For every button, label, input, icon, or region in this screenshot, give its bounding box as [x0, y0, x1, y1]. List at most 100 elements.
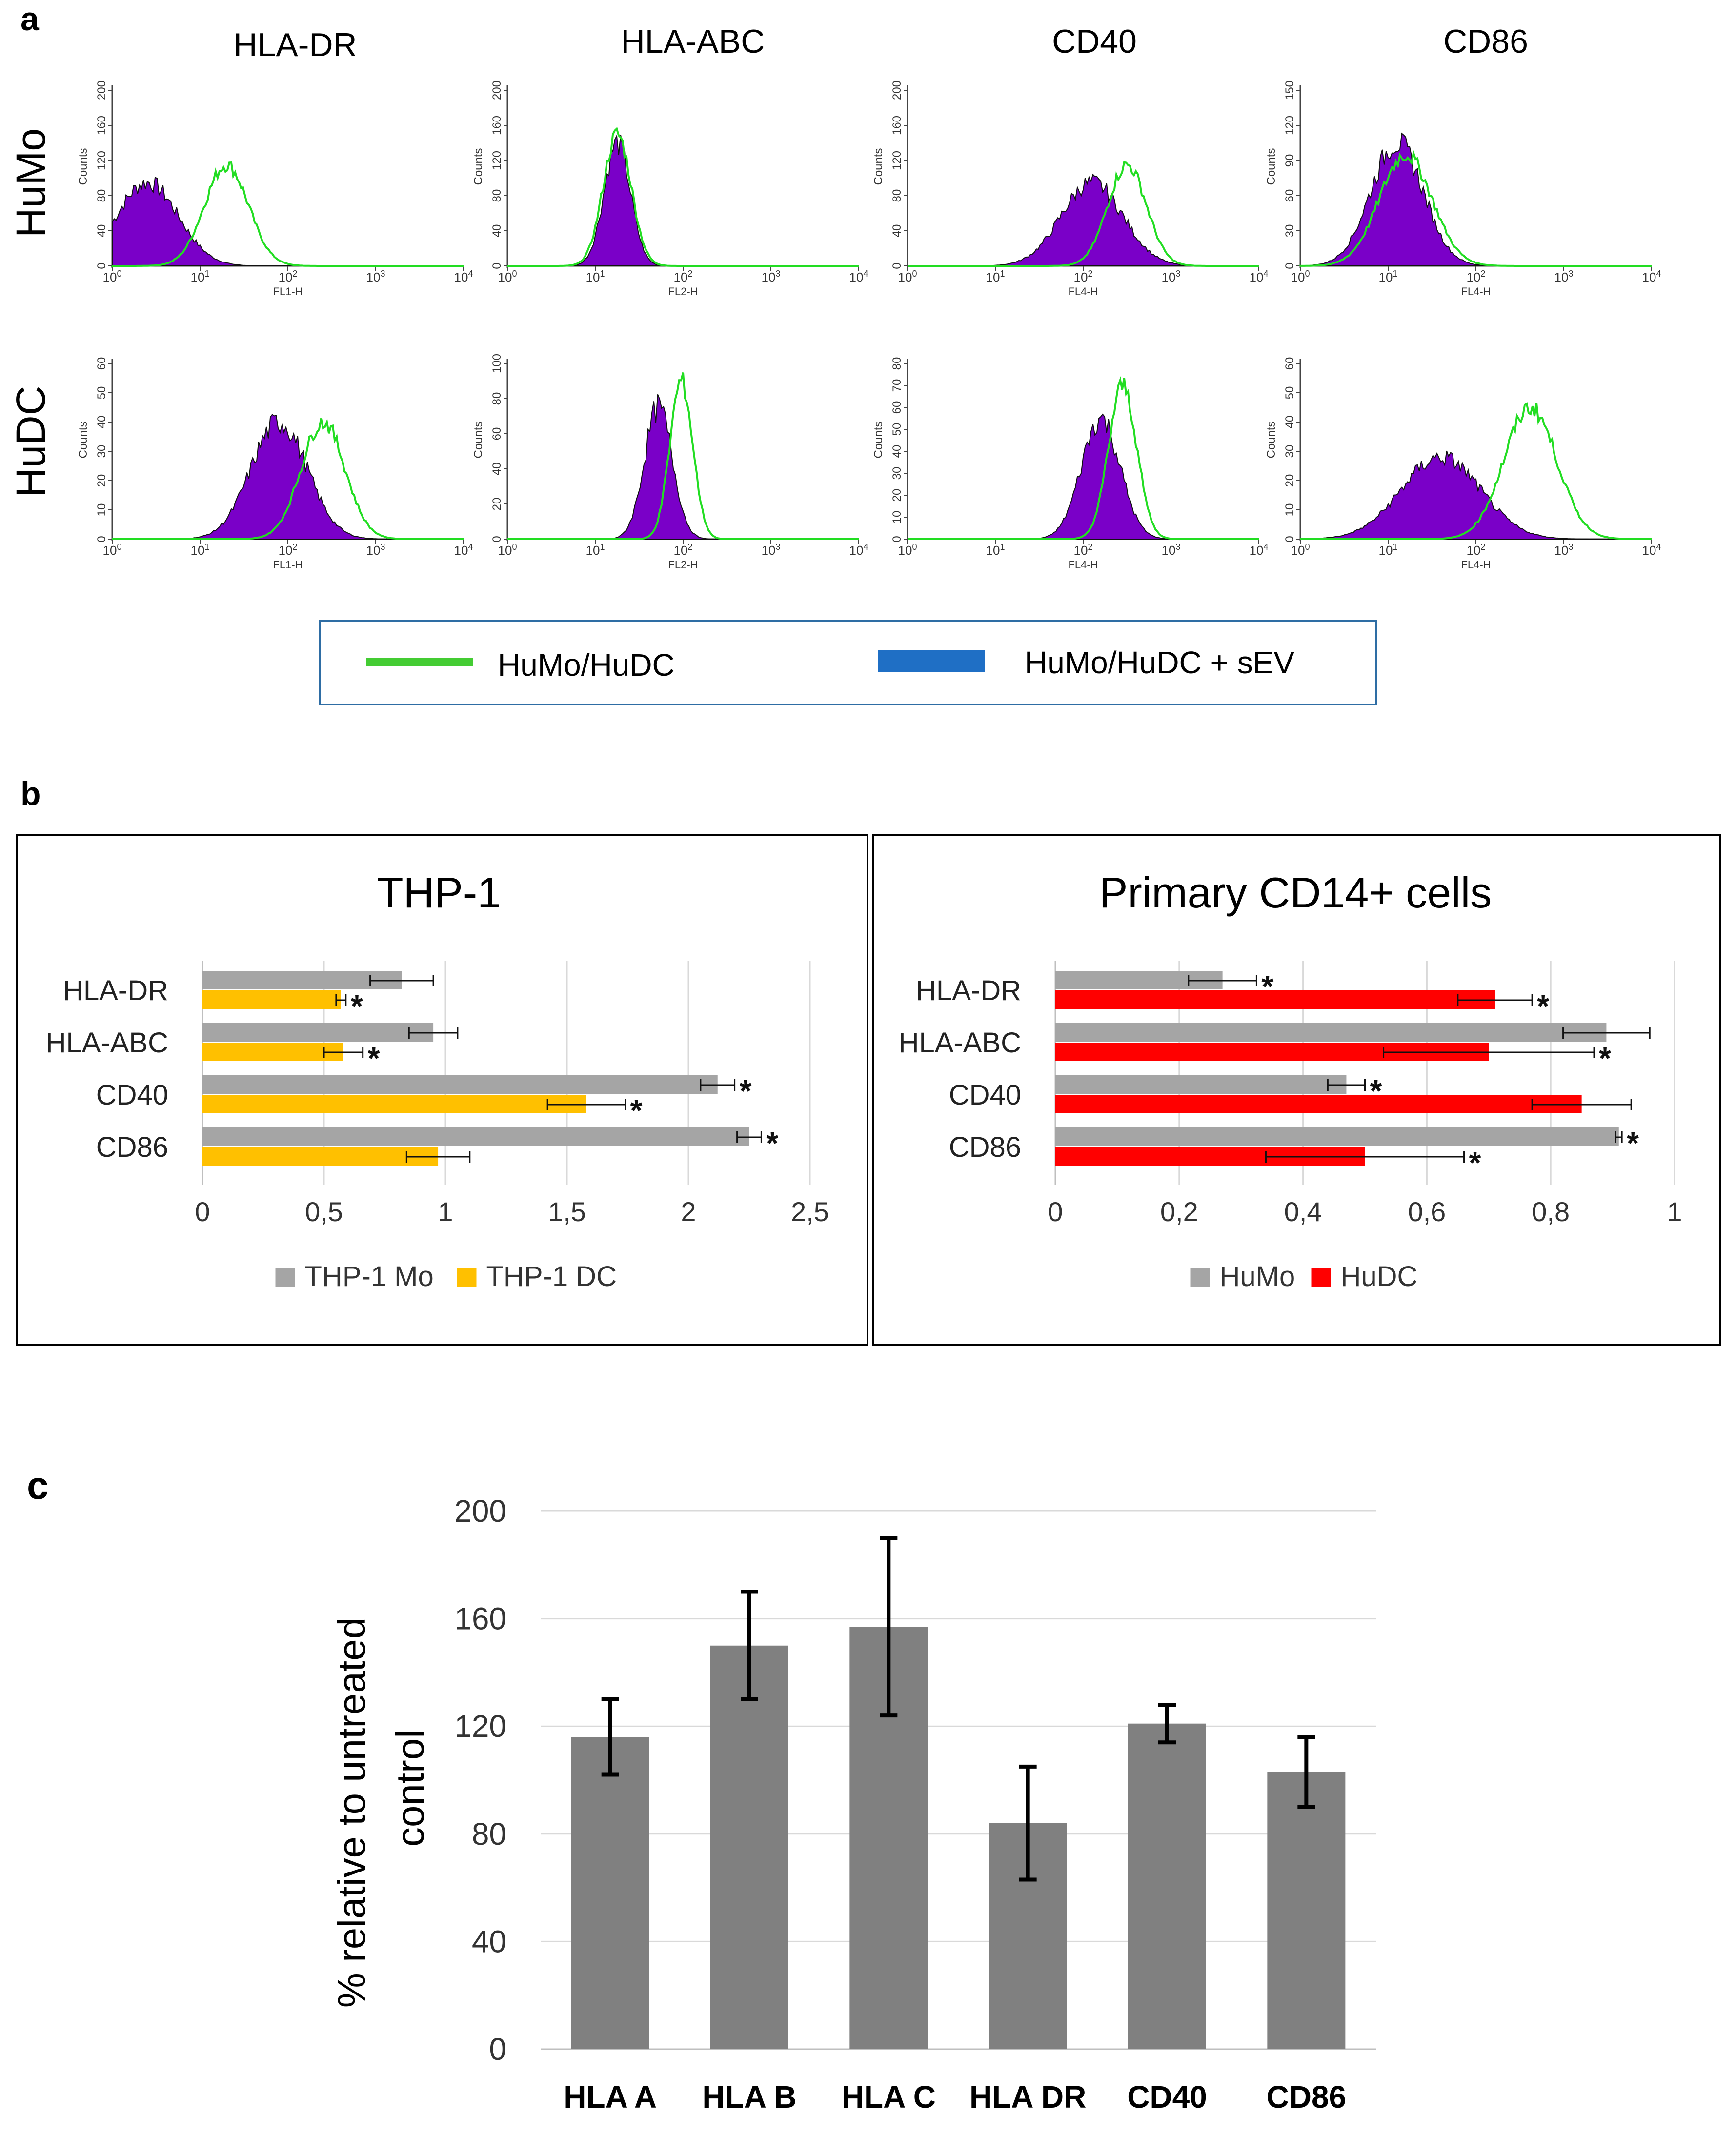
- histogram-x-tick-label: 103: [366, 542, 385, 558]
- histogram-y-tick-label: 0: [490, 536, 504, 542]
- panel-c-ylabel-line-1: % relative to untreated: [330, 1617, 373, 2008]
- y-tick-label: 40: [472, 1924, 506, 1959]
- histogram-humo-hla-dr: 0 40 80 120 160 200 Counts 100 101 102 103 104 FL1-H: [77, 81, 473, 298]
- histogram-channel-label: FL2-H: [668, 285, 698, 298]
- histogram-y-tick-label: 10: [1283, 503, 1296, 517]
- panel-b-right-frame: [872, 834, 1721, 1346]
- histogram-y-tick-label: 40: [1283, 416, 1296, 429]
- histogram-y-tick-label: 40: [95, 416, 108, 429]
- histogram-x-tick-label: 104: [849, 542, 868, 558]
- legend-swatch-hudc: [1311, 1268, 1331, 1287]
- category-label-hla-dr: HLA-DR: [63, 975, 168, 1007]
- histogram-treated-area: [507, 394, 859, 540]
- histogram-y-tick-label: 120: [890, 151, 904, 170]
- histogram-y-tick-label: 80: [890, 189, 904, 202]
- panel-a: a HLA-DR HLA-ABC CD40 CD86 HuMo HuDC 0 40…: [8, 0, 1661, 705]
- histogram-untreated-line: [1299, 149, 1652, 267]
- column-title-cd40: CD40: [1052, 23, 1137, 60]
- histogram-y-tick-label: 0: [490, 262, 504, 269]
- histogram-y-tick-label: 10: [95, 503, 108, 517]
- histogram-y-tick-label: 0: [890, 536, 904, 542]
- bar-thp-1-mo-cd40: [202, 1075, 718, 1094]
- panel-c-ylabel-line-2: control: [388, 1730, 432, 1847]
- histogram-y-axis-label: Counts: [77, 421, 90, 458]
- histogram-y-tick-label: 30: [1283, 445, 1296, 458]
- histogram-y-tick-label: 20: [490, 498, 504, 511]
- histogram-y-axis-label: Counts: [472, 421, 485, 458]
- histogram-untreated-line: [908, 161, 1259, 267]
- histogram-humo-hla-abc: 0 40 80 120 160 200 Counts 100 101 102 103 104 FL2-H: [472, 81, 868, 298]
- histogram-treated-area: [1300, 132, 1652, 266]
- bar-humo-hla-abc: [1055, 1023, 1607, 1042]
- histogram-channel-label: FL4-H: [1461, 559, 1491, 571]
- histogram-x-tick-label: 102: [279, 542, 298, 558]
- bar-thp-1-dc-hla-dr: [202, 990, 341, 1009]
- histogram-x-tick-label: 100: [1291, 269, 1310, 284]
- histogram-x-tick-label: 102: [1467, 269, 1486, 284]
- x-tick-label: 0: [1048, 1196, 1063, 1227]
- histogram-y-axis-label: Counts: [472, 148, 485, 185]
- category-label-cd40: CD40: [949, 1079, 1021, 1111]
- histogram-y-tick-label: 50: [1283, 386, 1296, 400]
- legend-swatch-thp-1-dc: [457, 1268, 477, 1287]
- histogram-x-tick-label: 102: [1467, 542, 1486, 558]
- bar-thp-1-mo-hla-abc: [202, 1023, 434, 1042]
- panel-c: c % relative to untreated control 0 40 80 1…: [27, 1464, 1376, 2114]
- bar-cd86: [1267, 1772, 1346, 2049]
- y-tick-label: 0: [489, 2032, 506, 2067]
- histogram-channel-label: FL2-H: [668, 559, 698, 571]
- histogram-treated-area: [908, 413, 1259, 540]
- column-title-hla-dr: HLA-DR: [233, 26, 357, 63]
- histogram-x-tick-label: 104: [1250, 269, 1269, 284]
- histogram-y-tick-label: 0: [95, 262, 108, 269]
- histogram-y-tick-label: 200: [890, 81, 904, 100]
- histogram-x-tick-label: 104: [1642, 542, 1661, 558]
- histogram-y-axis-label: Counts: [77, 148, 90, 185]
- histogram-hudc-hla-abc: 0 20 40 60 80 100 Counts 100 101 102 103 104 FL2-H: [472, 354, 868, 571]
- histogram-x-tick-label: 104: [1250, 542, 1269, 558]
- bar-thp-1-dc-cd86: [202, 1147, 439, 1166]
- histogram-x-tick-label: 102: [674, 269, 693, 284]
- histogram-x-tick-label: 104: [849, 269, 868, 284]
- histogram-x-tick-label: 101: [586, 542, 605, 558]
- histogram-y-tick-label: 100: [490, 354, 504, 373]
- histogram-y-tick-label: 0: [1283, 262, 1296, 269]
- significance-star: *: [1537, 988, 1549, 1024]
- significance-star: *: [1599, 1041, 1611, 1076]
- histogram-x-tick-label: 100: [498, 542, 517, 558]
- legend-swatch-thp-1-mo: [275, 1268, 295, 1287]
- panel-a-legend: HuMo/HuDC HuMo/HuDC + sEV: [319, 620, 1377, 705]
- category-label-cd40: CD40: [96, 1079, 168, 1111]
- histogram-treated-area: [112, 414, 464, 540]
- histogram-y-axis-label: Counts: [1265, 421, 1278, 458]
- histogram-y-tick-label: 150: [1283, 81, 1296, 100]
- x-tick-label: 0,6: [1408, 1196, 1446, 1227]
- histogram-y-tick-label: 200: [95, 81, 108, 100]
- legend-swatch-untreated: [366, 658, 473, 666]
- histogram-x-tick-label: 103: [1162, 269, 1181, 284]
- histogram-y-axis-label: Counts: [872, 421, 885, 458]
- x-tick-label: 0,5: [305, 1196, 343, 1227]
- histogram-channel-label: FL1-H: [273, 285, 303, 298]
- histogram-y-tick-label: 80: [95, 189, 108, 202]
- histogram-x-tick-label: 102: [1074, 269, 1093, 284]
- histogram-x-tick-label: 102: [279, 269, 298, 284]
- bar-hudc-hla-dr: [1055, 990, 1495, 1009]
- histogram-y-tick-label: 40: [490, 463, 504, 476]
- histogram-x-tick-label: 100: [1291, 542, 1310, 558]
- histogram-x-tick-label: 101: [986, 542, 1005, 558]
- histogram-y-tick-label: 200: [490, 81, 504, 100]
- histogram-y-tick-label: 120: [490, 151, 504, 170]
- histogram-x-tick-label: 103: [366, 269, 385, 284]
- histogram-y-tick-label: 60: [1283, 189, 1296, 202]
- histogram-untreated-line: [507, 372, 859, 540]
- category-label-cd86: CD86: [1267, 2079, 1347, 2114]
- y-tick-label: 80: [472, 1816, 506, 1852]
- y-tick-label: 120: [454, 1709, 506, 1744]
- x-tick-label: 1: [438, 1196, 453, 1227]
- histogram-y-tick-label: 80: [890, 357, 904, 370]
- histogram-channel-label: FL4-H: [1068, 559, 1098, 571]
